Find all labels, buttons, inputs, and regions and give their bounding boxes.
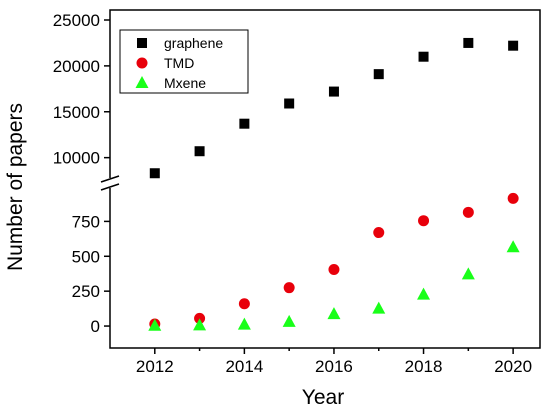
axis-break-mark — [100, 175, 120, 183]
graphene-point — [463, 37, 474, 48]
legend-graphene-label: graphene — [164, 35, 223, 51]
axes: 10000 15000 20000 25000 0 250 500 750 2012 2014 20… — [53, 9, 541, 376]
x-tick-label: 2018 — [405, 357, 443, 376]
TMD-point — [418, 215, 430, 227]
Mxene-point — [193, 318, 207, 331]
graphene-point — [284, 98, 295, 109]
Mxene-point — [237, 317, 251, 330]
Mxene-point — [372, 301, 386, 314]
legend-TMD-label: TMD — [164, 55, 194, 71]
x-tick-label: 2016 — [315, 357, 353, 376]
axis-break-gap — [102, 178, 118, 188]
TMD-point — [507, 192, 519, 204]
y-upper-tick-label: 25000 — [53, 11, 100, 30]
Mxene-point — [461, 267, 475, 280]
TMD-point — [462, 206, 474, 218]
TMD-point — [373, 227, 385, 239]
y-upper-tick-label: 10000 — [53, 149, 100, 168]
Mxene-point — [327, 307, 341, 320]
legend-Mxene-label: Mxene — [164, 75, 206, 91]
y-lower-tick-label: 500 — [72, 247, 100, 266]
legend-graphene-symbol — [137, 38, 147, 48]
graphene-point — [239, 118, 250, 129]
graphene-point — [149, 168, 160, 179]
TMD-point — [238, 298, 250, 310]
y-upper-tick-label: 15000 — [53, 103, 100, 122]
x-tick-label: 2014 — [225, 357, 263, 376]
graphene-point — [418, 51, 429, 62]
Mxene-point — [417, 287, 431, 300]
Mxene-point — [506, 240, 520, 253]
x-tick-label: 2012 — [136, 357, 174, 376]
Mxene-point — [282, 314, 296, 327]
axis-break-mark — [100, 183, 120, 191]
graphene-point — [328, 86, 339, 97]
graphene-point — [194, 146, 205, 157]
y-lower-tick-label: 750 — [72, 212, 100, 231]
TMD-point — [283, 282, 295, 294]
x-axis-title: Year — [302, 386, 344, 409]
data-points — [148, 37, 520, 331]
graphene-point — [508, 40, 519, 51]
graphene-point — [373, 69, 384, 80]
TMD-point — [328, 264, 340, 276]
x-tick-label: 2020 — [494, 357, 532, 376]
y-lower-tick-label: 250 — [72, 282, 100, 301]
legend: graphene TMD Mxene — [119, 29, 249, 94]
y-lower-tick-label: 0 — [91, 317, 100, 336]
legend-Mxene-symbol — [135, 76, 149, 88]
legend-TMD-symbol — [136, 57, 148, 69]
Mxene-point — [148, 318, 162, 331]
y-axis-title: Number of papers — [4, 103, 27, 271]
y-upper-tick-label: 20000 — [53, 57, 100, 76]
